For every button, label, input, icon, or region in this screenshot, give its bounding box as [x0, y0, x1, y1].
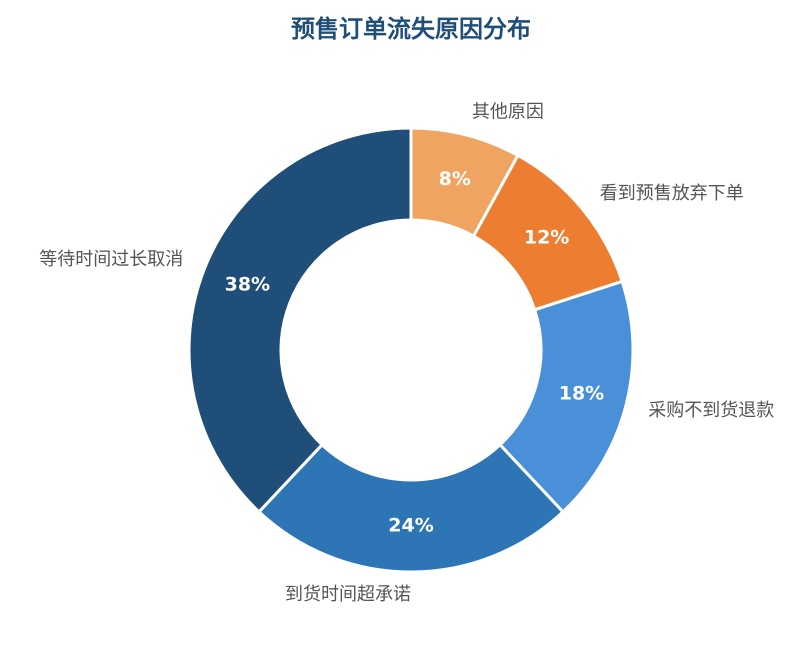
category-label: 采购不到货退款 — [648, 400, 774, 421]
chart-title: 预售订单流失原因分布 — [291, 15, 531, 43]
value-label: 24% — [388, 515, 433, 537]
category-label: 看到预售放弃下单 — [600, 183, 744, 204]
value-label: 8% — [439, 168, 471, 190]
donut-slice — [497, 279, 635, 514]
donut-slice — [256, 442, 566, 574]
category-label: 其他原因 — [472, 102, 544, 123]
value-label: 38% — [225, 274, 270, 296]
donut-slice — [187, 126, 413, 514]
value-label: 12% — [524, 226, 569, 248]
category-label: 等待时间过长取消 — [39, 249, 183, 270]
value-label: 18% — [559, 382, 604, 404]
category-label: 到货时间超承诺 — [285, 584, 411, 605]
